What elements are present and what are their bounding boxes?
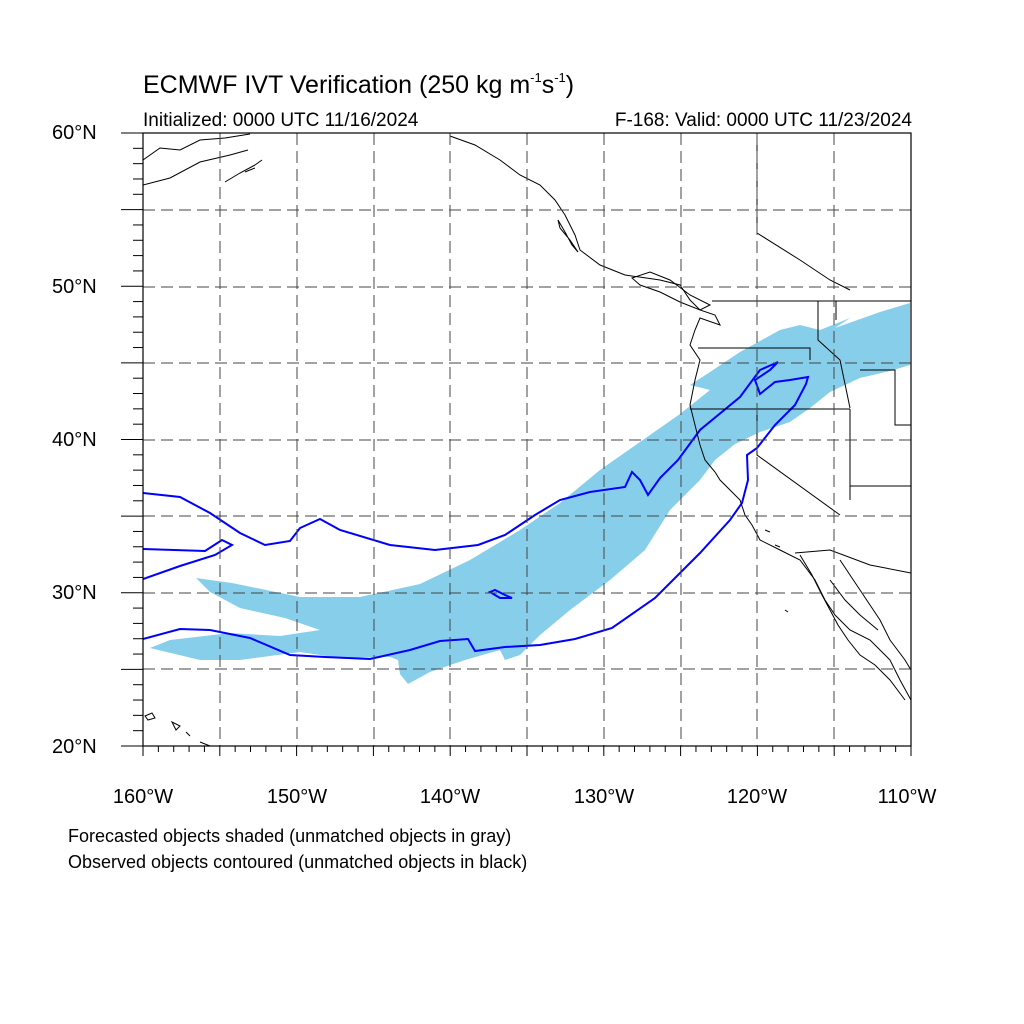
vancouver-island — [631, 271, 712, 311]
valid-label: F-168: Valid: 0000 UTC 11/23/2024 — [614, 110, 912, 131]
lon-label-140w: 140°W — [419, 786, 481, 808]
observed-contour-small — [487, 588, 513, 599]
hawaii-islands — [144, 712, 211, 746]
title-sup-1: -1 — [530, 70, 542, 85]
title-mid: s — [541, 71, 555, 99]
lat-label-40n: 40°N — [52, 429, 97, 451]
lon-label-120w: 120°W — [726, 786, 788, 808]
lon-label-130w: 130°W — [573, 786, 635, 808]
coastlines — [143, 133, 911, 746]
haida-gwaii — [557, 219, 579, 253]
border-state-mt — [835, 301, 896, 409]
title-text: ECMWF IVT Verification (250 kg m — [143, 71, 531, 99]
coastline-alaska-islands — [224, 159, 263, 183]
lon-label-150w: 150°W — [266, 786, 328, 808]
coastline-gulf-california — [829, 559, 911, 671]
observed-contours — [143, 361, 810, 661]
forecast-object-shaded — [150, 303, 910, 684]
tick-marks — [121, 132, 912, 756]
lat-label-60n: 60°N — [52, 122, 97, 144]
note-forecast: Forecasted objects shaded (unmatched obj… — [68, 826, 512, 846]
border-state-ut — [850, 409, 911, 487]
coastline-alaska-north — [143, 133, 251, 186]
initialized-label: Initialized: 0000 UTC 11/16/2024 — [143, 110, 419, 131]
border-state-id — [817, 301, 851, 409]
lat-label-20n: 20°N — [52, 736, 97, 758]
border-us-mexico — [794, 549, 911, 574]
channel-islands — [764, 529, 789, 613]
coastline-baja — [799, 554, 906, 701]
lat-label-50n: 50°N — [52, 276, 97, 298]
note-observed: Observed objects contoured (unmatched ob… — [68, 852, 528, 872]
observed-contour-west — [143, 538, 235, 580]
chart-title: ECMWF IVT Verification (250 kg m-1s-1) — [143, 70, 574, 100]
border-state-wa-or — [698, 347, 811, 360]
title-end: ) — [565, 71, 575, 99]
graticule — [143, 133, 911, 746]
observed-contour-main — [143, 361, 810, 661]
title-sup-2: -1 — [554, 70, 566, 85]
lat-label-30n: 30°N — [52, 582, 97, 604]
border-alaska-canada — [756, 133, 851, 291]
lon-label-160w: 160°W — [112, 786, 174, 808]
lon-label-110w: 110°W — [877, 786, 937, 808]
